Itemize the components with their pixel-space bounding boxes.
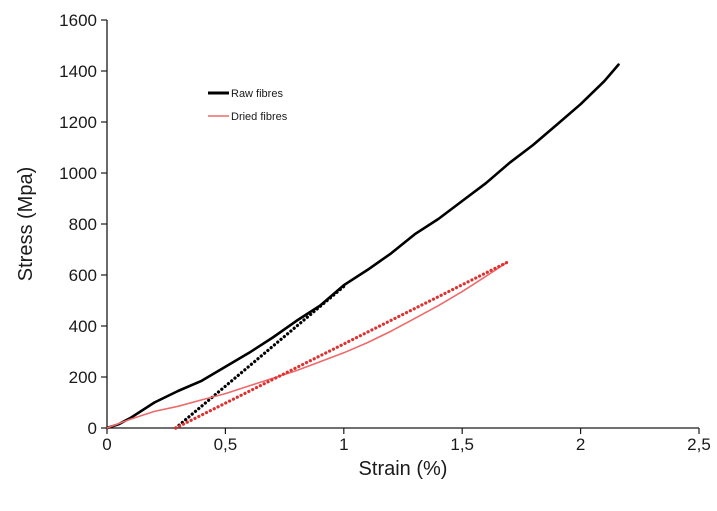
y-tick-label: 800: [69, 215, 97, 234]
x-tick-label: 2: [576, 435, 585, 454]
axis-ticks: 0 0,5 1 1,5 2 2,5 0 200 400 600 800 1000 1200 1400 160…: [59, 11, 711, 454]
x-tick-label: 1,5: [450, 435, 474, 454]
legend: Raw fibres Dried fibres: [208, 88, 288, 123]
y-tick-label: 600: [69, 266, 97, 285]
y-tick-label: 1000: [59, 164, 97, 183]
series-layer: [105, 63, 620, 430]
series-dried-fibres-linear-fit: [174, 260, 509, 430]
x-tick-label: 2,5: [687, 435, 711, 454]
y-tick-label: 1200: [59, 113, 97, 132]
y-tick-label: 400: [69, 317, 97, 336]
x-tick-label: 0,5: [214, 435, 238, 454]
y-tick-label: 200: [69, 368, 97, 387]
y-tick-label: 1600: [59, 11, 97, 30]
legend-label-raw-fibres: Raw fibres: [231, 88, 283, 100]
y-axis-title: Stress (Mpa): [15, 167, 37, 281]
x-axis-title: Strain (%): [359, 458, 448, 480]
series-dried-fibres: [106, 261, 509, 429]
y-tick-label: 0: [88, 419, 97, 438]
series-raw-fibres: [105, 63, 620, 430]
legend-label-dried-fibres: Dried fibres: [231, 111, 288, 123]
y-tick-label: 1400: [59, 62, 97, 81]
x-tick-label: 0: [102, 435, 111, 454]
plot-area: [106, 20, 699, 429]
x-tick-label: 1: [339, 435, 348, 454]
